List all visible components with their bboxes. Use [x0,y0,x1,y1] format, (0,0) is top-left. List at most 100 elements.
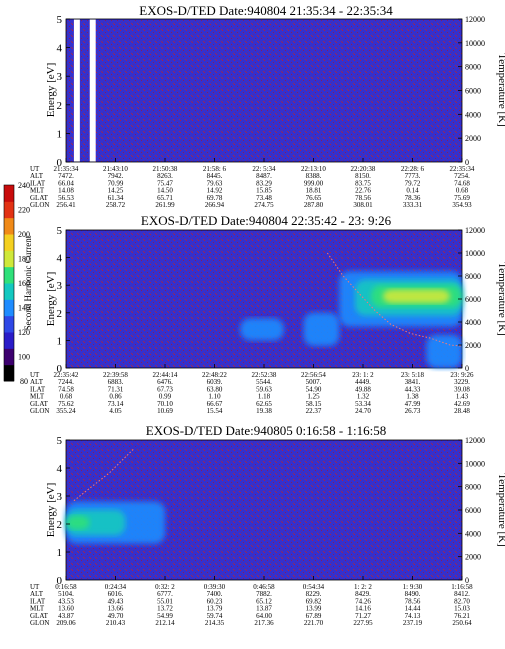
colorbar-swatch [4,348,14,366]
ephemeris-value: 0:54:34 [303,583,325,591]
data-gap [73,19,80,162]
ephemeris-value: 62.65 [256,400,272,408]
ephemeris-value: 8490. [405,590,421,598]
ephemeris-value: 14.16 [355,605,371,613]
ephemeris-value: 1.38 [406,393,419,401]
energy-tick-label: 5 [57,435,63,447]
ephemeris-value: 24.70 [355,407,371,415]
ephemeris-value: 59.74 [207,612,223,620]
ephemeris-value: 0.99 [159,393,172,401]
ephemeris-value: 6777. [157,590,173,598]
data-gap [89,19,96,162]
ephemeris-value: 70.99 [108,179,124,187]
ephemeris-value: 0:24:34 [105,583,127,591]
energy-tick-label: 4 [57,463,63,475]
ephemeris-value: 71.27 [355,612,371,620]
ephemeris-value: 71.31 [108,385,124,393]
energy-tick-label: 2 [57,308,63,320]
ephemeris-value: 65.12 [256,597,272,605]
temperature-tick-label: 12000 [465,226,485,235]
temperature-tick-label: 2000 [465,341,481,350]
ephemeris-value: 5544. [256,378,272,386]
ephemeris-value: 70.10 [157,400,173,408]
energy-tick-label: 5 [57,14,63,26]
ephemeris-value: 22:56:54 [301,371,326,379]
ephemeris-row-label: GLAT [30,194,49,202]
ephemeris-value: 999.00 [304,179,324,187]
ephemeris-value: 217.36 [254,619,274,627]
energy-tick-label: 4 [57,43,63,55]
ephemeris-value: 14.25 [108,187,124,195]
ephemeris-value: 22:35:34 [450,165,475,173]
ephemeris-value: 39.08 [454,385,470,393]
temperature-trace [326,252,463,347]
ephemeris-value: 22:52:38 [252,371,277,379]
ephemeris-value: 43.87 [58,612,74,620]
ephemeris-value: 22:28: 6 [401,165,425,173]
energy-tick-label: 0 [57,363,63,375]
ephemeris-value: 13.99 [306,605,322,613]
energy-tick-label: 4 [57,253,63,265]
ephemeris-value: 287.80 [304,201,324,209]
ephemeris-value: 266.94 [205,201,225,209]
ephemeris-value: 19.38 [256,407,272,415]
colorbar-tick-label: 120 [18,328,30,337]
ephemeris-row-label: GLON [30,619,49,627]
ephemeris-row-label: UT [30,165,40,173]
ephemeris-value: 5104. [58,590,74,598]
ephemeris-value: 47.99 [405,400,421,408]
ephemeris-value: 76.65 [306,194,322,202]
ephemeris-row-label: ALT [30,590,44,598]
panel-1-title: EXOS-D/TED Date:940804 21:35:34 - 22:35:… [139,3,393,18]
ephemeris-value: 21:43:10 [103,165,128,173]
ephemeris-value: 1.43 [456,393,469,401]
colorbar-swatch [4,217,14,235]
temperature-tick-label: 10000 [465,39,485,48]
panel-1-y2label: Temperature [K] [496,53,505,126]
ephemeris-row-label: UT [30,371,40,379]
ephemeris-value: 7254. [454,172,470,180]
ephemeris-value: 8445. [207,172,223,180]
ephemeris-value: 67.73 [157,385,173,393]
ephemeris-value: 212.14 [155,619,175,627]
energy-tick-label: 2 [57,519,63,531]
ephemeris-value: 0.68 [60,393,73,401]
energy-tick-label: 5 [57,225,63,237]
ephemeris-value: 23: 9:26 [450,371,474,379]
ephemeris-value: 333.31 [403,201,423,209]
ephemeris-value: 7472. [58,172,74,180]
ephemeris-value: 8412. [454,590,470,598]
ephemeris-value: 75.69 [454,194,470,202]
ephemeris-value: 53.34 [355,400,371,408]
ephemeris-value: 22:35:42 [54,371,79,379]
energy-tick-label: 1 [57,128,63,140]
spectrogram-region [426,334,462,368]
ephemeris-value: 15.54 [207,407,223,415]
ephemeris-value: 6476. [157,378,173,386]
energy-tick-label: 3 [57,280,63,292]
ephemeris-value: 60.23 [207,597,223,605]
colorbar: 80 100 120 140 160 180 200 220 240 Second Harmon… [3,181,33,386]
ephemeris-value: 79.63 [207,179,223,187]
ephemeris-value: 64.00 [256,612,272,620]
ephemeris-value: 49.88 [355,385,371,393]
spectrogram-region [382,289,451,304]
ephemeris-value: 13.66 [108,605,124,613]
ephemeris-value: 14.44 [405,605,421,613]
ephemeris-value: 79.72 [405,179,421,187]
panel-3-y2label: Temperature [K] [496,473,505,546]
colorbar-label: Second Harmonic Current [23,235,33,330]
ephemeris-value: 83.29 [256,179,272,187]
ephemeris-value: 237.19 [403,619,423,627]
ephemeris-value: 59.63 [256,385,272,393]
ephemeris-value: 78.56 [405,597,421,605]
colorbar-tick-label: 200 [18,230,30,239]
ephemeris-value: 21:50:38 [153,165,178,173]
ephemeris-value: 28.48 [454,407,470,415]
colorbar-tick-label: 100 [18,353,30,362]
ephemeris-row-label: GLON [30,407,49,415]
colorbar-tick-label: 180 [18,255,30,264]
ephemeris-value: 256.41 [56,201,76,209]
ephemeris-row-label: ALT [30,378,44,386]
